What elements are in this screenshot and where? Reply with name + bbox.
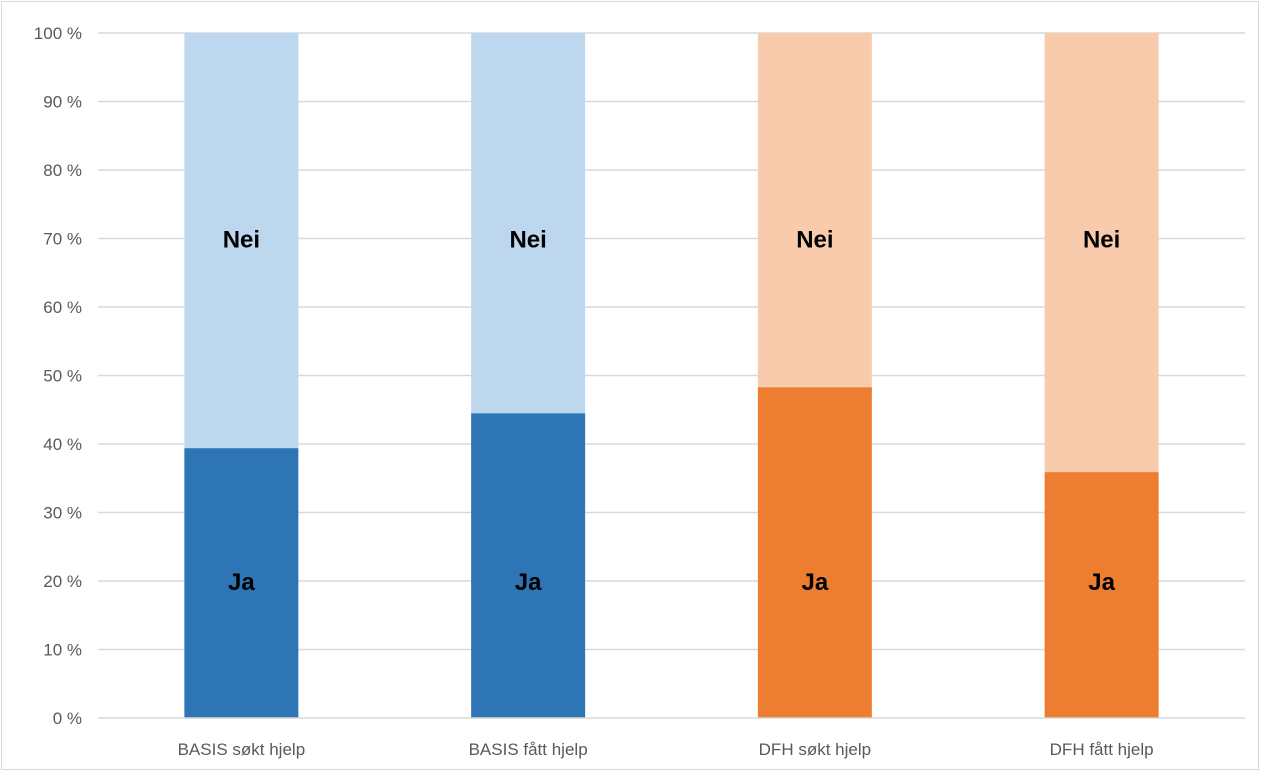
bar-ja-3 <box>757 387 872 718</box>
segment-label-ja: Ja <box>515 569 542 596</box>
y-tick-label: 50 % <box>43 367 82 386</box>
y-tick-label: 40 % <box>43 435 82 454</box>
x-category-label: DFH søkt hjelp <box>759 740 871 759</box>
x-category-label: DFH fått hjelp <box>1050 740 1154 759</box>
bar-nei-1 <box>184 33 299 449</box>
y-tick-label: 60 % <box>43 298 82 317</box>
y-tick-label: 90 % <box>43 93 82 112</box>
segment-label-nei: Nei <box>1083 227 1120 254</box>
y-tick-label: 0 % <box>53 709 82 728</box>
y-tick-label: 100 % <box>34 24 82 43</box>
bar-ja-4 <box>1044 472 1159 718</box>
y-tick-label: 30 % <box>43 504 82 523</box>
segment-label-nei: Nei <box>223 227 260 254</box>
bar-nei-2 <box>471 33 586 414</box>
bar-nei-3 <box>757 33 872 388</box>
labels: 0 % 10 % 20 % 30 % 40 % 50 % 60 % 70 % 80 % 90 % 1… <box>34 24 1154 759</box>
segment-label-ja: Ja <box>1088 569 1115 596</box>
y-tick-label: 20 % <box>43 572 82 591</box>
y-tick-label: 10 % <box>43 641 82 660</box>
x-category-label: BASIS fått hjelp <box>469 740 588 759</box>
bar-ja-1 <box>184 448 299 718</box>
segment-label-ja: Ja <box>228 569 255 596</box>
y-tick-label: 80 % <box>43 161 82 180</box>
bar-nei-4 <box>1044 33 1159 473</box>
segment-label-nei: Nei <box>509 227 546 254</box>
bar-ja-2 <box>471 413 586 718</box>
x-category-label: BASIS søkt hjelp <box>178 740 306 759</box>
y-tick-label: 70 % <box>43 230 82 249</box>
bars <box>184 33 1159 718</box>
segment-label-ja: Ja <box>802 569 829 596</box>
segment-label-nei: Nei <box>796 227 833 254</box>
